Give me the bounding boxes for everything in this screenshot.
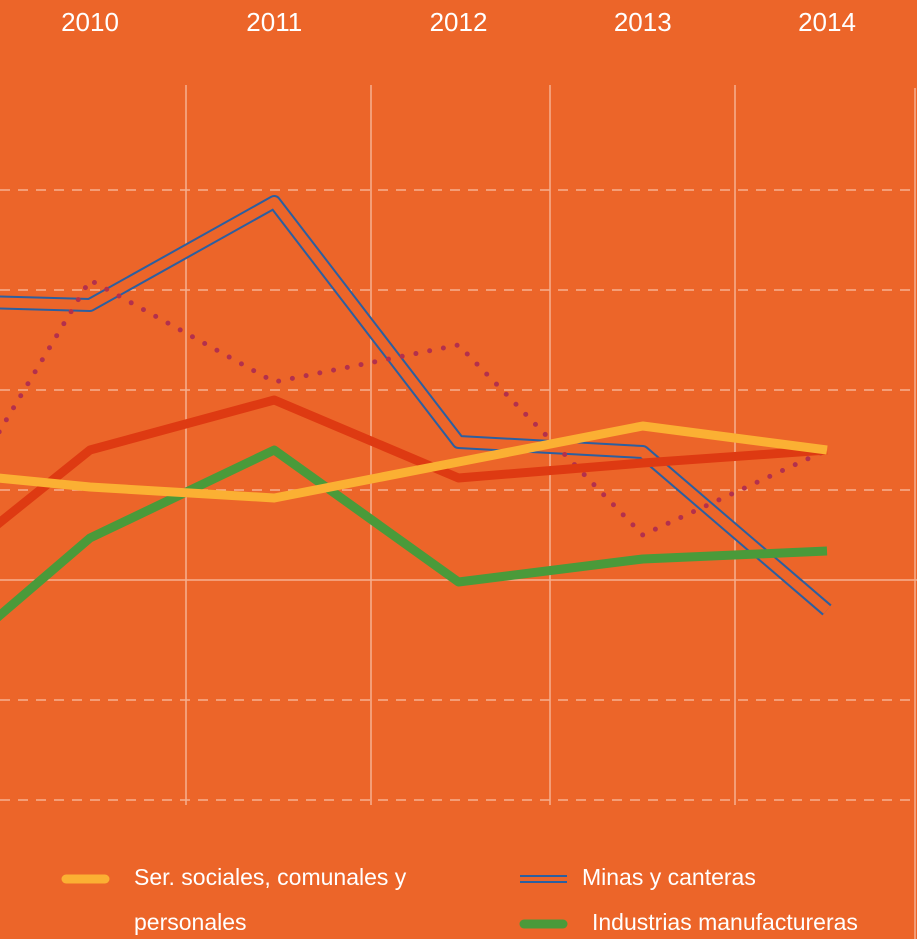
legend-label: Minas y canteras <box>582 864 756 890</box>
series-line <box>0 395 828 529</box>
legend-label: Industrias manufactureras <box>592 909 858 935</box>
legend-label: Ser. sociales, comunales y personales <box>134 864 407 935</box>
x-tick-label: 2011 <box>246 7 302 37</box>
series-line <box>0 445 828 622</box>
x-tick-label: 2010 <box>61 7 119 37</box>
x-tick-label: 2014 <box>798 7 856 37</box>
series-line-inner <box>0 197 831 614</box>
x-tick-label: 2012 <box>430 7 488 37</box>
series-line <box>0 421 828 503</box>
vertical-grid <box>185 85 916 939</box>
x-tick-label: 2013 <box>614 7 672 37</box>
